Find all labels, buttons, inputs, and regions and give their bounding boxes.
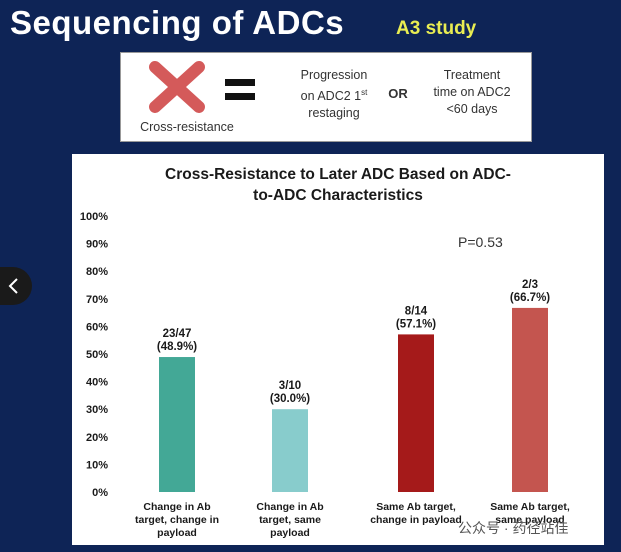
x-tick-label: change in payload — [370, 514, 462, 526]
chart-panel: Cross-Resistance to Later ADC Based on A… — [72, 154, 604, 545]
y-tick-label: 10% — [86, 459, 108, 471]
x-tick-label: payload — [270, 527, 310, 539]
p-value: P=0.53 — [458, 234, 503, 250]
y-tick-label: 30% — [86, 404, 108, 416]
data-label: 2/3 — [522, 279, 538, 291]
previous-slide-button[interactable] — [0, 267, 32, 305]
y-tick-label: 20% — [86, 432, 108, 444]
x-tick-label: Change in Ab — [143, 501, 210, 513]
x-tick-label: Same Ab target, — [490, 501, 570, 513]
data-label: 3/10 — [279, 380, 301, 392]
x-tick-label: same payload — [495, 514, 564, 526]
study-label: A3 study — [396, 18, 477, 39]
equals-icon — [225, 79, 255, 100]
chevron-left-icon — [8, 278, 18, 294]
y-tick-label: 50% — [86, 349, 108, 361]
y-tick-label: 60% — [86, 321, 108, 333]
data-label: (66.7%) — [510, 292, 550, 304]
x-tick-label: target, change in — [135, 514, 219, 526]
x-icon — [149, 61, 205, 113]
y-tick-label: 40% — [86, 377, 108, 389]
data-label: (57.1%) — [396, 318, 436, 330]
chart-title-line-1: Cross-Resistance to Later ADC Based on A… — [165, 166, 511, 183]
bar — [272, 409, 308, 492]
bar — [398, 334, 434, 492]
y-tick-label: 100% — [80, 211, 108, 223]
data-label: (48.9%) — [157, 341, 197, 353]
y-tick-label: 90% — [86, 239, 108, 251]
y-tick-label: 80% — [86, 266, 108, 278]
condition-progression: Progression on ADC2 1st restaging — [300, 68, 368, 121]
chart-title-line-2: to-ADC Characteristics — [253, 187, 423, 204]
watermark: 公众号 · 药径站佳 — [458, 520, 569, 536]
bar — [159, 357, 195, 492]
y-tick-label: 0% — [92, 487, 108, 499]
bar-chart: 0% 10% 20% 30% 40% 50% 60% 70% 80% 90% 100% 23/47(4… — [80, 211, 570, 539]
condition-treatment-time: Treatment time on ADC2 <60 days — [433, 68, 511, 116]
definition-box: Cross-resistance Progression on ADC2 1st… — [120, 52, 532, 142]
bar — [512, 307, 548, 492]
or-label: OR — [388, 86, 408, 101]
x-tick-label: payload — [157, 527, 197, 539]
x-tick-label: target, same — [259, 514, 321, 526]
data-label: 8/14 — [405, 305, 428, 317]
data-label: (30.0%) — [270, 393, 310, 405]
x-tick-label: Change in Ab — [256, 501, 323, 513]
slide-title: Sequencing of ADCs — [10, 4, 345, 41]
data-label: 23/47 — [163, 328, 192, 340]
y-tick-label: 70% — [86, 294, 108, 306]
x-tick-label: Same Ab target, — [376, 501, 456, 513]
cross-resistance-label: Cross-resistance — [140, 120, 234, 134]
